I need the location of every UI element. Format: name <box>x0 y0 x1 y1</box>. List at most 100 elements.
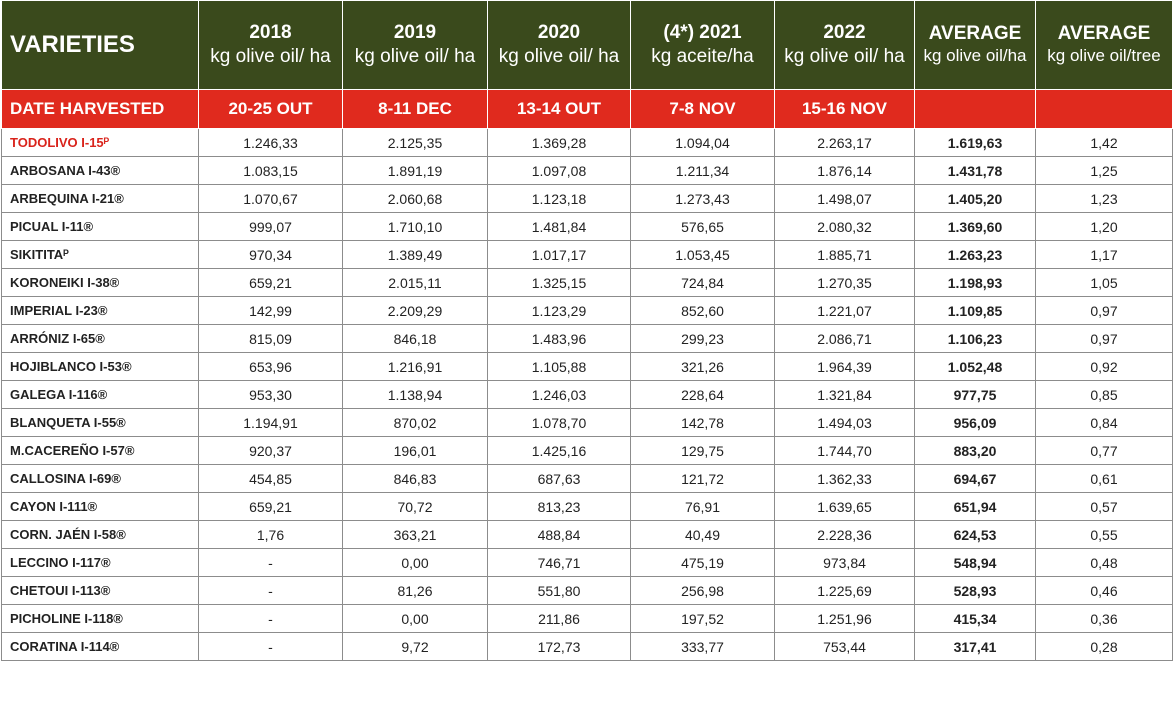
col-header-2019: 2019 kg olive oil/ ha <box>342 0 488 90</box>
average-tree-cell: 0,97 <box>1035 296 1173 325</box>
average-ha-cell: 977,75 <box>914 380 1036 409</box>
yield-cell: 1.498,07 <box>774 184 915 213</box>
harvest-date-2022: 15-16 NOV <box>774 89 915 129</box>
yield-cell: 1.123,29 <box>487 296 631 325</box>
yield-cell: 1.097,08 <box>487 156 631 185</box>
header-row: VARIETIES 2018 kg olive oil/ ha 2019 kg ol… <box>1 0 1173 90</box>
yield-cell: 1.221,07 <box>774 296 915 325</box>
yield-cell: 1.362,33 <box>774 464 915 493</box>
variety-name: CORN. JAÉN I-58® <box>1 520 199 549</box>
average-tree-cell: 0,55 <box>1035 520 1173 549</box>
yield-cell: 746,71 <box>487 548 631 577</box>
yield-cell: 1.105,88 <box>487 352 631 381</box>
yield-cell: 172,73 <box>487 632 631 661</box>
average-tree-cell: 1,05 <box>1035 268 1173 297</box>
yield-cell: 197,52 <box>630 604 775 633</box>
yield-cell: 1.216,91 <box>342 352 488 381</box>
variety-name: ARBOSANA I-43® <box>1 156 199 185</box>
yield-cell: 1.246,03 <box>487 380 631 409</box>
average-tree-cell: 0,28 <box>1035 632 1173 661</box>
yield-cell: 753,44 <box>774 632 915 661</box>
yield-cell: 1.639,65 <box>774 492 915 521</box>
yield-cell: 1.094,04 <box>630 128 775 157</box>
average-tree-cell: 0,36 <box>1035 604 1173 633</box>
average-ha-cell: 651,94 <box>914 492 1036 521</box>
yield-table: VARIETIES 2018 kg olive oil/ ha 2019 kg ol… <box>1 0 1173 661</box>
yield-cell: 920,37 <box>198 436 343 465</box>
variety-name: LECCINO I-117® <box>1 548 199 577</box>
yield-cell: 0,00 <box>342 548 488 577</box>
yield-cell: 973,84 <box>774 548 915 577</box>
average-ha-cell: 1.052,48 <box>914 352 1036 381</box>
harvest-date-2021: 7-8 NOV <box>630 89 775 129</box>
yield-cell: 363,21 <box>342 520 488 549</box>
yield-cell: 228,64 <box>630 380 775 409</box>
table-row: CHETOUI I-113® -81,26 551,80 256,98 1.225,69… <box>1 576 1173 605</box>
col-header-average-ha: AVERAGE kg olive oil/ha <box>914 0 1036 90</box>
yield-cell: 475,19 <box>630 548 775 577</box>
average-tree-cell: 0,92 <box>1035 352 1173 381</box>
average-ha-cell: 1.369,60 <box>914 212 1036 241</box>
yield-cell: 852,60 <box>630 296 775 325</box>
col-header-2018: 2018 kg olive oil/ ha <box>198 0 343 90</box>
average-ha-cell: 1.109,85 <box>914 296 1036 325</box>
average-ha-cell: 624,53 <box>914 520 1036 549</box>
average-ha-cell: 317,41 <box>914 632 1036 661</box>
table-row: HOJIBLANCO I-53® 653,96 1.216,91 1.105,88 32… <box>1 352 1173 381</box>
table-row: TODOLIVO I-15ᴾ 1.246,33 2.125,35 1.369,28 1.… <box>1 128 1173 157</box>
average-tree-cell: 0,61 <box>1035 464 1173 493</box>
average-tree-cell: 0,46 <box>1035 576 1173 605</box>
yield-cell: 321,26 <box>630 352 775 381</box>
variety-name: HOJIBLANCO I-53® <box>1 352 199 381</box>
average-tree-cell: 1,23 <box>1035 184 1173 213</box>
yield-cell: 1.273,43 <box>630 184 775 213</box>
average-ha-cell: 1.619,63 <box>914 128 1036 157</box>
yield-cell: 81,26 <box>342 576 488 605</box>
yield-cell: 40,49 <box>630 520 775 549</box>
variety-name: CORATINA I-114® <box>1 632 199 661</box>
yield-cell: - <box>198 604 343 633</box>
variety-name: ARBEQUINA I-21® <box>1 184 199 213</box>
variety-name: PICHOLINE I-118® <box>1 604 199 633</box>
table-row: M.CACEREÑO I-57® 920,37 196,01 1.425,16 129,… <box>1 436 1173 465</box>
harvest-date-2020: 13-14 OUT <box>487 89 631 129</box>
yield-cell: 2.228,36 <box>774 520 915 549</box>
yield-cell: 2.080,32 <box>774 212 915 241</box>
average-tree-cell: 0,77 <box>1035 436 1173 465</box>
yield-cell: 953,30 <box>198 380 343 409</box>
yield-cell: 813,23 <box>487 492 631 521</box>
yield-cell: 1.494,03 <box>774 408 915 437</box>
variety-name: M.CACEREÑO I-57® <box>1 436 199 465</box>
yield-cell: 1.270,35 <box>774 268 915 297</box>
variety-name: PICUAL I-11® <box>1 212 199 241</box>
yield-cell: 1.891,19 <box>342 156 488 185</box>
average-ha-cell: 1.198,93 <box>914 268 1036 297</box>
variety-name: BLANQUETA I-55® <box>1 408 199 437</box>
col-header-2021: (4*) 2021 kg aceite/ha <box>630 0 775 90</box>
average-tree-cell: 0,85 <box>1035 380 1173 409</box>
table-row: ARRÓNIZ I-65® 815,09 846,18 1.483,96 299,23 2… <box>1 324 1173 353</box>
table-row: BLANQUETA I-55® 1.194,91 870,02 1.078,70 142… <box>1 408 1173 437</box>
yield-cell: 2.015,11 <box>342 268 488 297</box>
yield-cell: 1.251,96 <box>774 604 915 633</box>
yield-cell: 1.123,18 <box>487 184 631 213</box>
yield-cell: 1.321,84 <box>774 380 915 409</box>
yield-cell: 1.017,17 <box>487 240 631 269</box>
yield-cell: 142,99 <box>198 296 343 325</box>
yield-cell: 333,77 <box>630 632 775 661</box>
harvest-date-label: DATE HARVESTED <box>1 89 199 129</box>
yield-cell: 2.209,29 <box>342 296 488 325</box>
average-ha-cell: 883,20 <box>914 436 1036 465</box>
yield-cell: 1.078,70 <box>487 408 631 437</box>
yield-cell: 454,85 <box>198 464 343 493</box>
average-ha-cell: 694,67 <box>914 464 1036 493</box>
yield-cell: 0,00 <box>342 604 488 633</box>
yield-cell: 1.194,91 <box>198 408 343 437</box>
yield-cell: 1.389,49 <box>342 240 488 269</box>
variety-name: IMPERIAL I-23® <box>1 296 199 325</box>
average-ha-cell: 1.106,23 <box>914 324 1036 353</box>
yield-cell: 846,83 <box>342 464 488 493</box>
variety-name: CAYON I-111® <box>1 492 199 521</box>
table-row: PICUAL I-11® 999,07 1.710,10 1.481,84 576,65… <box>1 212 1173 241</box>
yield-cell: 211,86 <box>487 604 631 633</box>
